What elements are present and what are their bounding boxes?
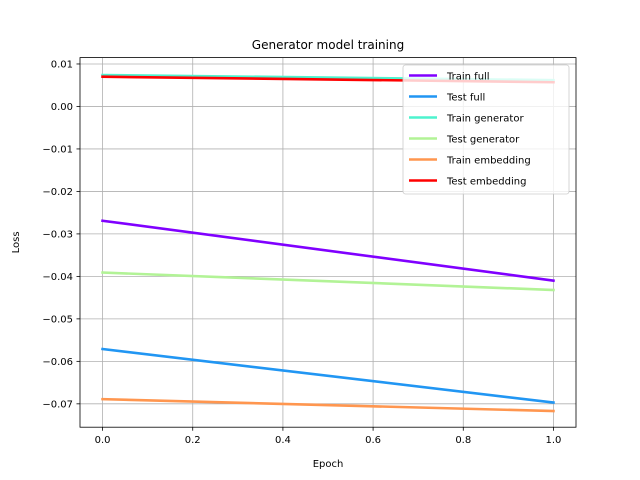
series-line-1 bbox=[101, 347, 555, 405]
y-tick-label: −0.04 bbox=[42, 272, 73, 283]
y-tick-label: −0.05 bbox=[42, 314, 73, 325]
legend-label: Train full bbox=[446, 71, 490, 82]
x-tick-label: 0.6 bbox=[365, 435, 381, 446]
x-tick-label: 0.0 bbox=[95, 435, 111, 446]
x-axis-label: Epoch bbox=[313, 459, 344, 470]
legend-label: Train generator bbox=[446, 113, 524, 124]
legend-label: Test embedding bbox=[446, 176, 526, 187]
chart-title: Generator model training bbox=[252, 38, 404, 52]
y-tick-label: −0.03 bbox=[42, 230, 73, 241]
series-line-0 bbox=[101, 219, 555, 283]
legend-label: Test generator bbox=[446, 134, 520, 145]
legend: Train full Test full Train generator Test g… bbox=[402, 64, 570, 195]
series-line-3 bbox=[101, 271, 555, 292]
series-lines bbox=[101, 73, 555, 413]
y-tick-label: −0.01 bbox=[42, 145, 73, 156]
legend-box bbox=[402, 64, 570, 195]
x-tick-label: 1.0 bbox=[546, 435, 562, 446]
x-tick-label: 0.4 bbox=[275, 435, 291, 446]
y-tick-label: −0.02 bbox=[42, 187, 73, 198]
x-tick-label: 0.2 bbox=[185, 435, 201, 446]
series-line-4 bbox=[101, 397, 555, 413]
x-axis: 0.0 0.2 0.4 0.6 0.8 1.0 bbox=[95, 427, 562, 446]
y-axis: 0.01 0.00 −0.01 −0.02 −0.03 −0.04 −0.05 −0.06 −0… bbox=[42, 60, 80, 410]
legend-label: Test full bbox=[446, 92, 485, 103]
y-axis-label: Loss bbox=[11, 231, 22, 253]
y-tick-label: 0.00 bbox=[51, 102, 73, 113]
y-tick-label: −0.06 bbox=[42, 357, 73, 368]
plot-frame bbox=[79, 57, 577, 428]
y-tick-label: 0.01 bbox=[51, 60, 73, 71]
x-tick-label: 0.8 bbox=[455, 435, 471, 446]
y-tick-label: −0.07 bbox=[42, 399, 73, 410]
legend-label: Train embedding bbox=[446, 155, 531, 166]
